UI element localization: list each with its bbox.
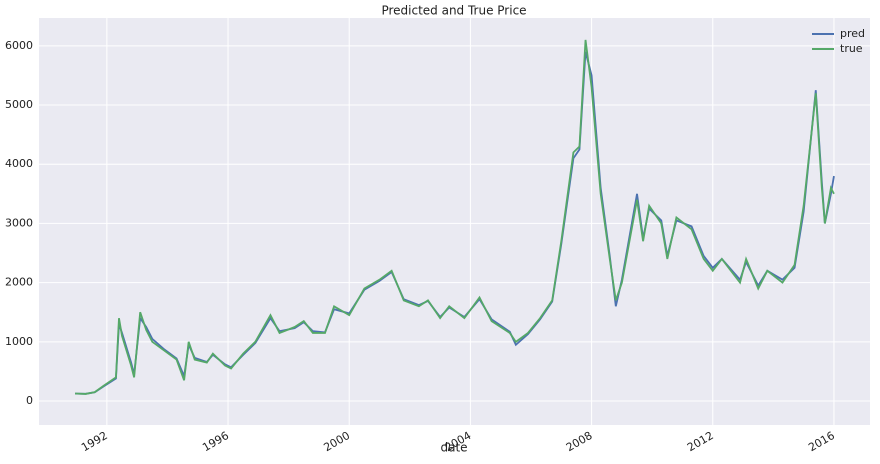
x-tick-label: 1996 (200, 429, 231, 454)
y-tick-label: 5000 (5, 98, 33, 111)
x-tick-label: 1992 (79, 429, 110, 454)
x-tick-label: 2012 (685, 429, 716, 454)
legend-label: pred (840, 27, 865, 40)
x-tick-label: 2016 (806, 429, 837, 454)
chart-title: Predicted and True Price (381, 4, 526, 18)
y-tick-label: 2000 (5, 276, 33, 289)
x-tick-label: 2008 (564, 429, 595, 454)
y-tick-label: 1000 (5, 335, 33, 348)
plot-area (39, 18, 870, 425)
series-line (75, 39, 835, 395)
y-tick-label: 6000 (5, 39, 33, 52)
x-tick-label: 2000 (321, 429, 352, 454)
y-tick-label: 0 (26, 394, 33, 407)
legend-label: true (840, 42, 863, 55)
y-tick-label: 4000 (5, 157, 33, 170)
x-axis-label: date (440, 441, 467, 455)
y-tick-label: 3000 (5, 216, 33, 229)
